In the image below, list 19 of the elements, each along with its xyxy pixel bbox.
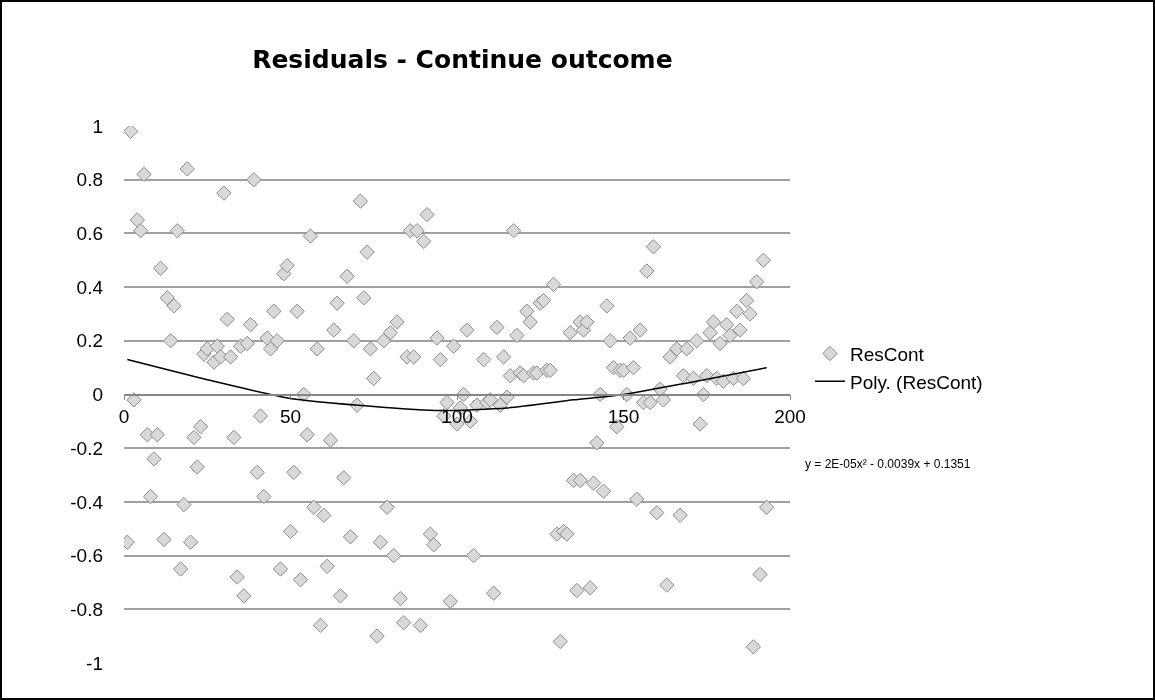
x-tick-label: 200	[774, 406, 806, 428]
legend-label: Poly. (ResCont)	[849, 371, 983, 393]
text: y = 2E-05x² - 0.0039x + 0.1351	[805, 457, 971, 471]
x-tick-label: 150	[607, 406, 640, 428]
y-tick-label: -0.6	[70, 545, 103, 567]
y-tick-label: -0.8	[70, 598, 103, 620]
x-tick-label: 0	[118, 406, 130, 428]
chart-title: Residuals - Continue outcome	[252, 45, 673, 75]
x-tick-label: 50	[279, 406, 302, 428]
legend-label: ResCont	[849, 343, 925, 365]
y-tick-label: 0.8	[76, 169, 103, 191]
y-tick-label: 0	[92, 384, 103, 406]
y-tick-label: -0.2	[70, 437, 103, 459]
y-tick-label: -1	[86, 652, 103, 674]
y-tick-label: 0.2	[76, 330, 103, 352]
y-tick-label: -0.4	[70, 491, 104, 513]
y-tick-label: 1	[92, 115, 103, 137]
y-tick-label: 0.4	[76, 276, 104, 298]
y-tick-label: 0.6	[76, 223, 103, 245]
